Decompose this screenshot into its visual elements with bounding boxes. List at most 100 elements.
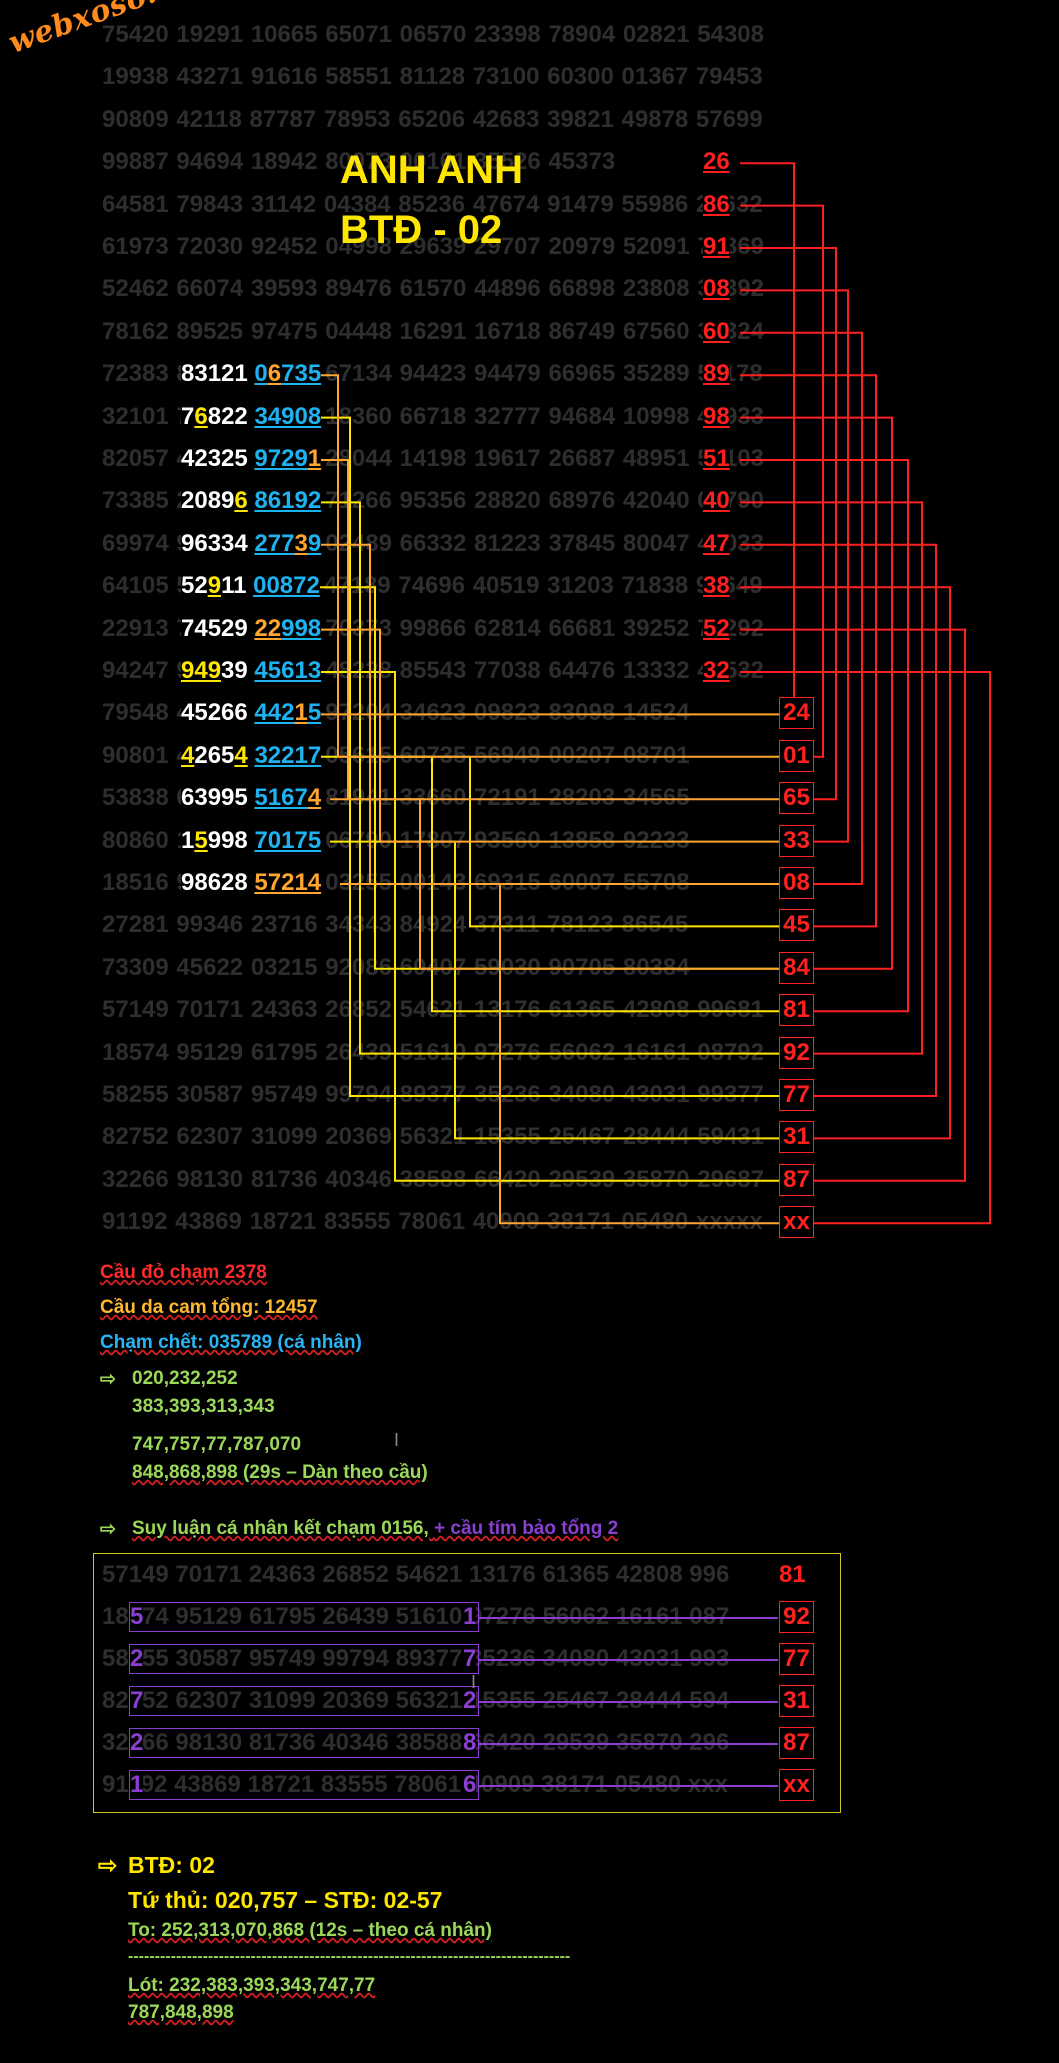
purple-highlight-box [129, 1644, 479, 1674]
purple-highlight-box [129, 1686, 479, 1716]
page-title: ANH ANH [340, 148, 523, 192]
highlight-row: 20896 86192 [181, 487, 322, 515]
red-connector-line [740, 247, 837, 801]
grid-row: 82752 62307 31099 20369 56321 15355 2546… [102, 1123, 764, 1151]
grid-row: 32266 98130 81736 40346 38588 66420 2953… [102, 1165, 764, 1193]
highlight-row: 76822 34908 [181, 402, 322, 430]
final-tu-thu: Tứ thủ: 020,757 – STĐ: 02-57 [128, 1887, 443, 1913]
grid-row: 58255 30587 95749 99794 89377 35236 3408… [102, 1081, 764, 1108]
yellow-connector-line [258, 501, 780, 1055]
purple-highlight-box [129, 1602, 479, 1632]
text-cursor-icon: I [471, 1672, 477, 1692]
red-connector-line [740, 501, 923, 1055]
dan-line: 848,868,898 (29s – Dàn theo cầu) [132, 1462, 428, 1483]
dan-line: 020,232,252 [132, 1368, 238, 1389]
red-connector-line [740, 543, 937, 1097]
purple-row-end: 92 [779, 1601, 814, 1633]
red-pair: 89 [703, 360, 730, 388]
red-connector-line [740, 162, 812, 716]
dan-line: 383,393,313,343 [132, 1396, 275, 1417]
highlight-row: 94939 45613 [181, 657, 322, 684]
red-result-box: 81 [779, 994, 814, 1027]
red-result-box: xx [779, 1206, 814, 1239]
purple-highlight-box [129, 1770, 479, 1800]
arrow-icon: ⇨ [100, 1369, 116, 1390]
red-result-box: 84 [779, 951, 814, 984]
page-subtitle: BTĐ - 02 [340, 208, 503, 252]
page-heading: ANH ANH BTĐ - 02 [340, 140, 523, 260]
red-pair: 52 [703, 614, 730, 642]
purple-row-end: 31 [779, 1685, 814, 1717]
red-result-box: 77 [779, 1079, 814, 1111]
final-btd: ⇨ BTĐ: 02 [98, 1852, 215, 1878]
red-pair: 38 [703, 572, 730, 600]
highlight-row: 42325 97291 [181, 445, 322, 472]
red-result-box: 92 [779, 1036, 814, 1069]
red-connector-line [740, 331, 863, 885]
purple-digit: 1 [463, 1603, 477, 1630]
text-cursor-icon: I [394, 1430, 400, 1450]
purple-row-end: 81 [779, 1561, 806, 1588]
purple-row: 57149 70171 24363 26852 54621 13176 6136… [102, 1561, 730, 1588]
orange-connector-line [310, 628, 780, 843]
final-lot: Lót: 232,383,393,343,747,77 [128, 1975, 376, 1996]
highlight-row: 96334 27739 [181, 529, 322, 557]
red-result-box: 45 [779, 909, 814, 942]
final-to: To: 252,313,070,868 (12s – theo cá nhân) [128, 1920, 492, 1941]
red-result-box: 01 [779, 739, 814, 772]
grid-row: 19938 43271 91616 58551 81128 73100 6030… [102, 63, 763, 91]
purple-digit: 5 [130, 1603, 144, 1630]
orange-connector-line [340, 883, 780, 1225]
final-lot-2: 787,848,898 [128, 2002, 234, 2023]
highlight-row: 98628 57214 [181, 869, 322, 896]
purple-digit: 7 [130, 1687, 144, 1714]
yellow-connector-line [294, 671, 780, 1182]
yellow-connector-line [276, 586, 780, 970]
grid-row: 75420 19291 10665 65071 06570 23398 7890… [102, 21, 764, 48]
yellow-connector-line [330, 840, 780, 1140]
highlight-row: 45266 44215 [181, 699, 322, 727]
grid-row: 52462 66074 39593 89476 61570 44896 6689… [102, 275, 764, 303]
red-connector-line [740, 289, 849, 843]
grid-row: 18574 95129 61795 26439 51610 97276 5606… [102, 1038, 764, 1066]
purple-connector-line [478, 1785, 778, 1787]
red-pair: 47 [703, 529, 730, 557]
red-pair: 26 [703, 148, 730, 176]
purple-row: 32266 98130 81736 40346 38588 66420 2953… [102, 1729, 730, 1756]
red-pair: 40 [703, 487, 730, 515]
grid-row: 99887 94694 18942 80073 00161 35526 4537… [102, 148, 616, 176]
purple-digit: 2 [130, 1645, 144, 1672]
grid-row: 64581 79843 31142 04384 85236 47674 9147… [102, 190, 763, 218]
red-pair: 91 [703, 233, 730, 260]
highlight-row: 15998 70175 [181, 826, 322, 854]
red-result-box: 65 [779, 782, 814, 815]
purple-analysis-box [93, 1553, 841, 1813]
arrow-icon: ⇨ [98, 1852, 118, 1878]
red-result-box: 33 [779, 824, 814, 857]
note-cau-do: Cầu đỏ chạm 2378 [100, 1262, 267, 1283]
purple-digit: 6 [463, 1771, 477, 1798]
purple-row: 58255 30587 95749 99794 89377 35236 3408… [102, 1645, 730, 1672]
red-pair: 51 [703, 445, 730, 472]
red-pair: 60 [703, 317, 730, 345]
purple-row: 91192 43869 18721 83555 78061 40909 3817… [102, 1771, 728, 1798]
grid-row: 78162 89525 97475 04448 16291 16718 8674… [102, 317, 764, 345]
red-connector-line [740, 586, 951, 1140]
purple-row-end: 87 [779, 1727, 814, 1759]
red-pair: 08 [703, 275, 730, 303]
red-result-box: 08 [779, 867, 814, 899]
red-connector-line [740, 204, 824, 758]
purple-row-end: xx [779, 1769, 814, 1801]
red-connector-line [740, 416, 893, 970]
red-pair: 32 [703, 657, 730, 684]
purple-row-end: 77 [779, 1643, 814, 1675]
red-pair: 98 [703, 402, 730, 430]
highlight-row: 74529 22998 [181, 614, 322, 642]
red-connector-line [740, 628, 966, 1182]
purple-digit: 2 [463, 1687, 477, 1714]
purple-connector-line [478, 1701, 778, 1703]
red-connector-line [740, 671, 991, 1225]
purple-digit: 1 [130, 1771, 144, 1798]
purple-digit: 2 [130, 1729, 144, 1756]
